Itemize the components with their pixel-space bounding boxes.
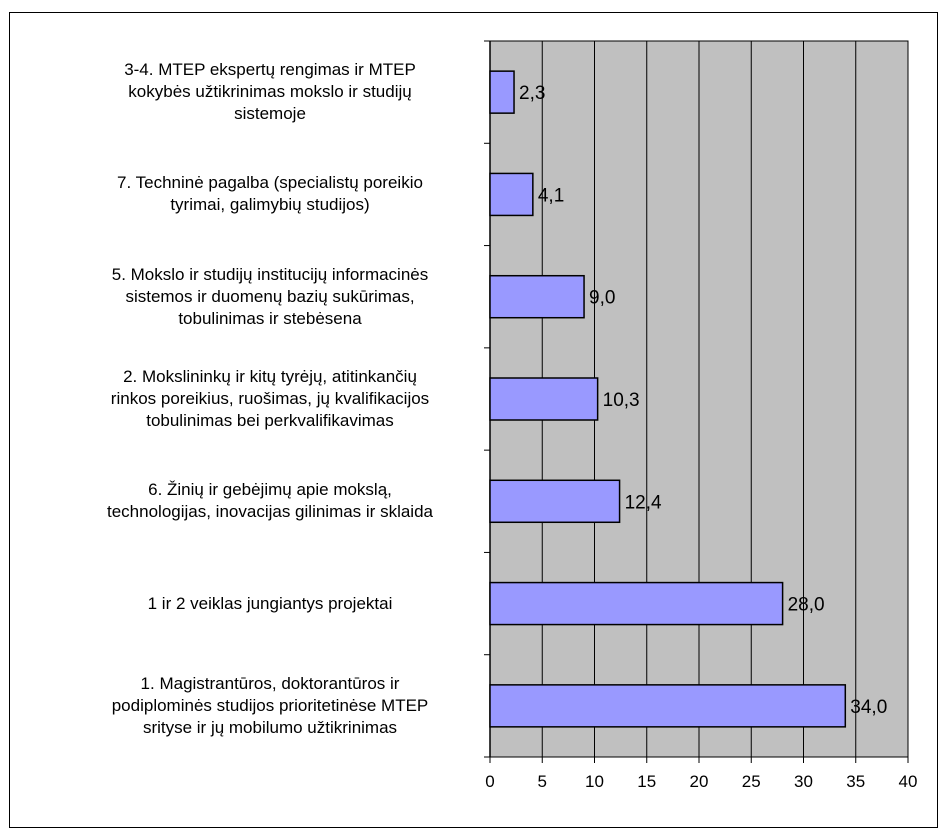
bar-value-label: 9,0 (589, 288, 615, 309)
category-label-line: tyrimai, galimybių studijos) (170, 195, 370, 215)
category-label-line: podiplominės studijos prioritetinėse MTE… (111, 695, 429, 715)
category-label: 7. Techninė pagalba (specialistų poreiki… (50, 172, 490, 216)
category-label-line: rinkos poreikius, ruošimas, jų kvalifika… (110, 389, 430, 408)
category-label-line: tobulinimas ir stebėsena (178, 308, 362, 328)
x-tick-label: 20 (690, 772, 709, 791)
category-label-line: sistemoje (234, 104, 306, 124)
category-label: 2. Mokslininkų ir kitų tyrėjų, atitinkan… (50, 366, 490, 432)
category-label: 1. Magistrantūros, doktorantūros ir podip… (50, 673, 490, 739)
category-label: 1 ir 2 veiklas jungiantys projektai (50, 593, 490, 615)
category-label-line: 6. Žinių ir gebėjimų apie mokslą, (148, 480, 392, 500)
bar (489, 479, 621, 524)
chart-frame: 0 5 10 15 20 25 30 35 40 2,3 4,1 9,0 10,3 12,4 28,0 34,… (9, 12, 938, 828)
category-label-line: 2. Mokslininkų ir kitų tyrėjų, atitinkan… (123, 367, 417, 386)
x-tick-label: 35 (846, 772, 865, 791)
x-tick-label: 30 (794, 772, 813, 791)
x-tick-label: 40 (899, 772, 918, 791)
bar-value-label: 34,0 (850, 697, 887, 718)
bar (489, 581, 784, 626)
bar (489, 274, 585, 319)
x-tick-label: 10 (585, 772, 604, 791)
bar (489, 377, 599, 421)
category-label-line: tobulinimas bei perkvalifikavimas (146, 411, 394, 430)
bar-chart: 0 5 10 15 20 25 30 35 40 2,3 4,1 9,0 10,3 12,4 28,0 34,… (484, 40, 918, 791)
bar-value-label: 28,0 (788, 595, 825, 616)
category-label-line: 7. Techninė pagalba (specialistų poreiki… (117, 173, 423, 193)
category-label-line: 5. Mokslo ir studijų institucijų informa… (111, 264, 429, 284)
bar (489, 684, 847, 728)
x-tick-label: 0 (485, 772, 494, 791)
bar (489, 172, 534, 217)
bar-value-label: 10,3 (603, 390, 640, 411)
category-label-line: 1. Magistrantūros, doktorantūros ir (140, 673, 400, 693)
category-label-line: 1 ir 2 veiklas jungiantys projektai (147, 593, 393, 613)
bar-value-label: 4,1 (538, 185, 564, 206)
category-label-line: 3-4. MTEP ekspertų rengimas ir MTEP (124, 60, 416, 80)
category-label-line: kokybės užtikrinimas mokslo ir studijų (128, 82, 412, 102)
bar (489, 70, 515, 114)
category-label-line: srityse ir jų mobilumo užtikrinimas (142, 717, 398, 737)
x-tick-label: 25 (742, 772, 761, 791)
category-label-line: technologijas, inovacijas gilinimas ir s… (107, 502, 433, 522)
category-label: 5. Mokslo ir studijų institucijų informa… (50, 264, 490, 330)
bar-value-label: 12,4 (625, 492, 662, 513)
category-label: 3-4. MTEP ekspertų rengimas ir MTEP kokyb… (50, 59, 490, 125)
x-tick-label: 15 (637, 772, 656, 791)
bar-value-label: 2,3 (519, 83, 545, 104)
category-label: 6. Žinių ir gebėjimų apie mokslą, technol… (50, 479, 490, 523)
x-tick-label: 5 (538, 772, 547, 791)
category-label-line: sistemos ir duomenų bazių sukūrimas, (125, 286, 415, 306)
